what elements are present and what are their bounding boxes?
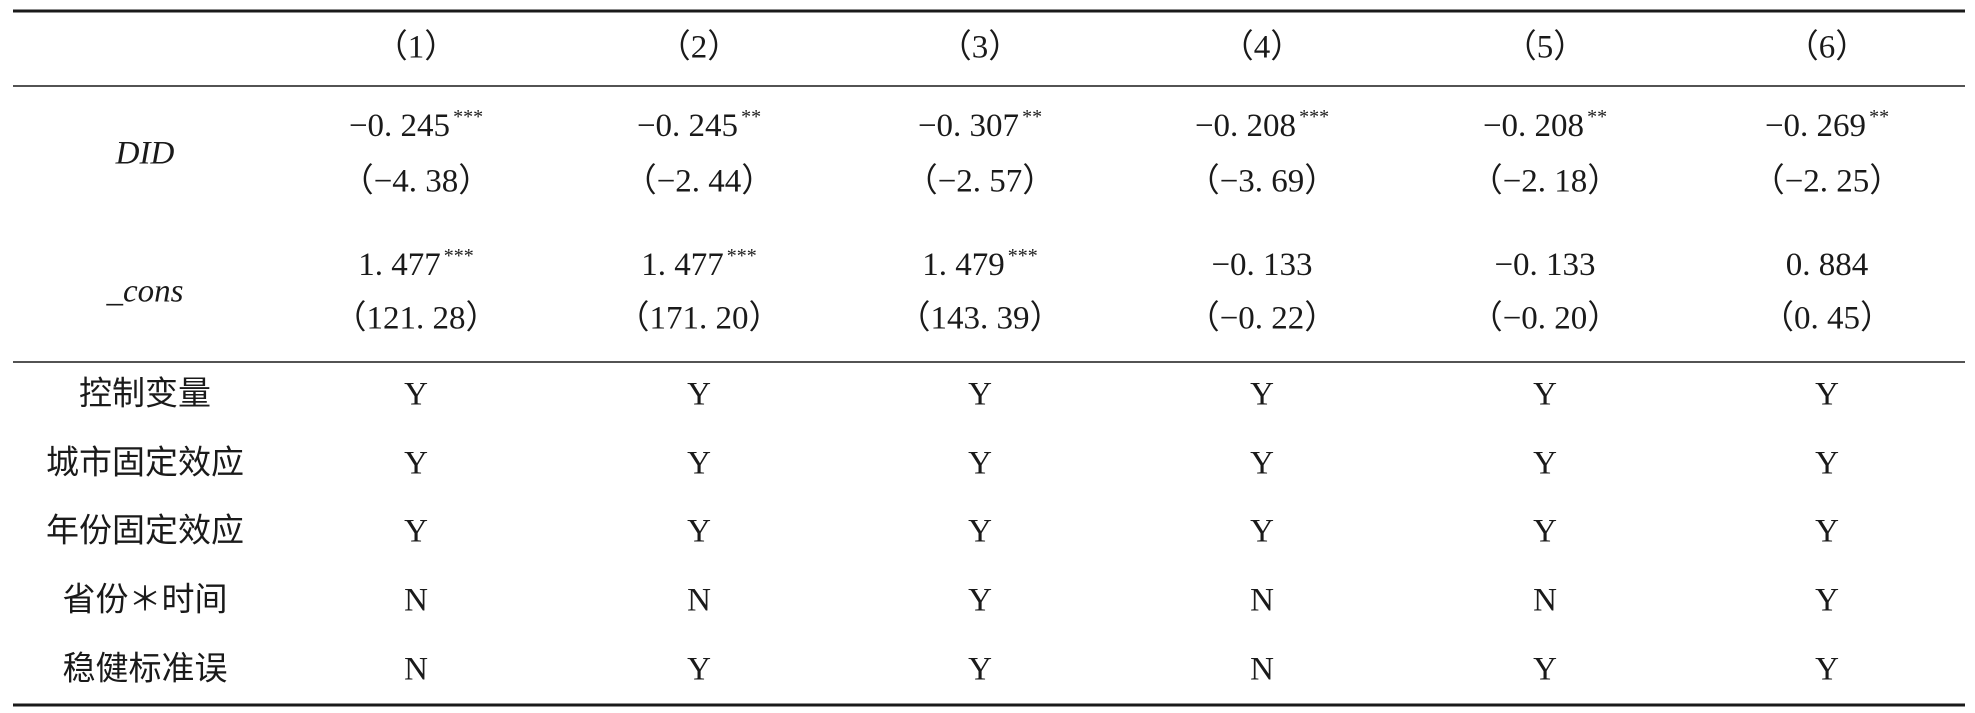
- control-value: Y: [1533, 652, 1557, 688]
- control-value: Y: [1815, 377, 1839, 413]
- significance-stars: **: [1022, 106, 1042, 128]
- control-label: 控制变量: [79, 376, 211, 413]
- control-value: Y: [1533, 446, 1557, 482]
- control-value: Y: [687, 652, 711, 688]
- t-statistic: （−2. 57）: [905, 164, 1056, 200]
- coefficient: 0. 884: [1786, 247, 1869, 283]
- control-value: N: [1533, 583, 1557, 619]
- coefficient: −0. 133: [1211, 247, 1312, 283]
- control-value: Y: [1533, 514, 1557, 550]
- t-statistic: （−2. 44）: [624, 164, 775, 200]
- coefficient-value: −0. 208: [1483, 108, 1584, 144]
- coefficient-value: −0. 245: [349, 108, 450, 144]
- control-value: N: [687, 583, 711, 619]
- coefficient: −0. 307 **: [918, 106, 1042, 144]
- coefficient-value: 1. 477: [641, 247, 724, 283]
- control-value: Y: [1815, 583, 1839, 619]
- control-value: Y: [1250, 446, 1274, 482]
- control-value: Y: [968, 583, 992, 619]
- column-header: （4）: [1221, 30, 1304, 66]
- control-value: Y: [687, 446, 711, 482]
- control-label: 城市固定效应: [46, 445, 244, 482]
- significance-stars: ***: [727, 245, 757, 267]
- t-statistic: （−3. 69）: [1187, 164, 1338, 200]
- coefficient-value: 0. 884: [1786, 247, 1869, 283]
- column-header: （2）: [658, 30, 741, 66]
- t-statistic: （171. 20）: [617, 301, 782, 337]
- control-value: Y: [404, 446, 428, 482]
- control-value: Y: [1533, 377, 1557, 413]
- coefficient: −0. 245 ***: [349, 106, 483, 144]
- control-label: 稳健标准误: [63, 651, 228, 688]
- coefficient: 1. 479 ***: [922, 245, 1038, 283]
- t-statistic: （121. 28）: [334, 301, 499, 337]
- control-value: Y: [1815, 514, 1839, 550]
- control-value: Y: [404, 514, 428, 550]
- coefficient-value: −0. 307: [918, 108, 1019, 144]
- t-statistic: （0. 45）: [1761, 301, 1893, 337]
- control-value: Y: [1250, 377, 1274, 413]
- control-value: Y: [1250, 514, 1274, 550]
- control-value: N: [404, 583, 428, 619]
- coefficient-value: −0. 245: [637, 108, 738, 144]
- coefficient-value: 1. 479: [922, 247, 1005, 283]
- control-value: N: [404, 652, 428, 688]
- coefficient: −0. 245 **: [637, 106, 761, 144]
- significance-stars: ***: [453, 106, 483, 128]
- control-value: Y: [687, 377, 711, 413]
- coefficient-value: −0. 208: [1195, 108, 1296, 144]
- coefficient-value: −0. 269: [1765, 108, 1866, 144]
- column-header: （1）: [375, 30, 458, 66]
- t-statistic: （−0. 20）: [1470, 301, 1621, 337]
- coefficient-value: 1. 477: [358, 247, 441, 283]
- t-statistic: （143. 39）: [898, 301, 1063, 337]
- control-value: Y: [1815, 652, 1839, 688]
- control-value: Y: [687, 514, 711, 550]
- coefficient: 1. 477 ***: [641, 245, 757, 283]
- coefficient: −0. 269 **: [1765, 106, 1889, 144]
- control-value: Y: [968, 514, 992, 550]
- coefficient: 1. 477 ***: [358, 245, 474, 283]
- t-statistic: （−2. 25）: [1752, 164, 1903, 200]
- control-label: 年份固定效应: [46, 513, 244, 550]
- coefficient-value: −0. 133: [1494, 247, 1595, 283]
- control-value: Y: [968, 446, 992, 482]
- control-value: Y: [404, 377, 428, 413]
- coefficient-value: −0. 133: [1211, 247, 1312, 283]
- coefficient: −0. 133: [1494, 247, 1595, 283]
- significance-stars: ***: [1299, 106, 1329, 128]
- control-value: Y: [968, 652, 992, 688]
- column-header: （5）: [1504, 30, 1587, 66]
- control-value: Y: [968, 377, 992, 413]
- control-value: Y: [1815, 446, 1839, 482]
- significance-stars: **: [1587, 106, 1607, 128]
- control-value: N: [1250, 652, 1274, 688]
- significance-stars: ***: [444, 245, 474, 267]
- column-header: （3）: [939, 30, 1022, 66]
- variable-name: _cons: [106, 274, 184, 310]
- significance-stars: **: [741, 106, 761, 128]
- column-header: （6）: [1786, 30, 1869, 66]
- variable-name: DID: [115, 136, 175, 172]
- significance-stars: **: [1869, 106, 1889, 128]
- t-statistic: （−0. 22）: [1187, 301, 1338, 337]
- coefficient: −0. 208 **: [1483, 106, 1607, 144]
- t-statistic: （−4. 38）: [341, 164, 492, 200]
- coefficient: −0. 208 ***: [1195, 106, 1329, 144]
- significance-stars: ***: [1008, 245, 1038, 267]
- t-statistic: （−2. 18）: [1470, 164, 1621, 200]
- control-label: 省份＊时间: [63, 582, 228, 619]
- control-value: N: [1250, 583, 1274, 619]
